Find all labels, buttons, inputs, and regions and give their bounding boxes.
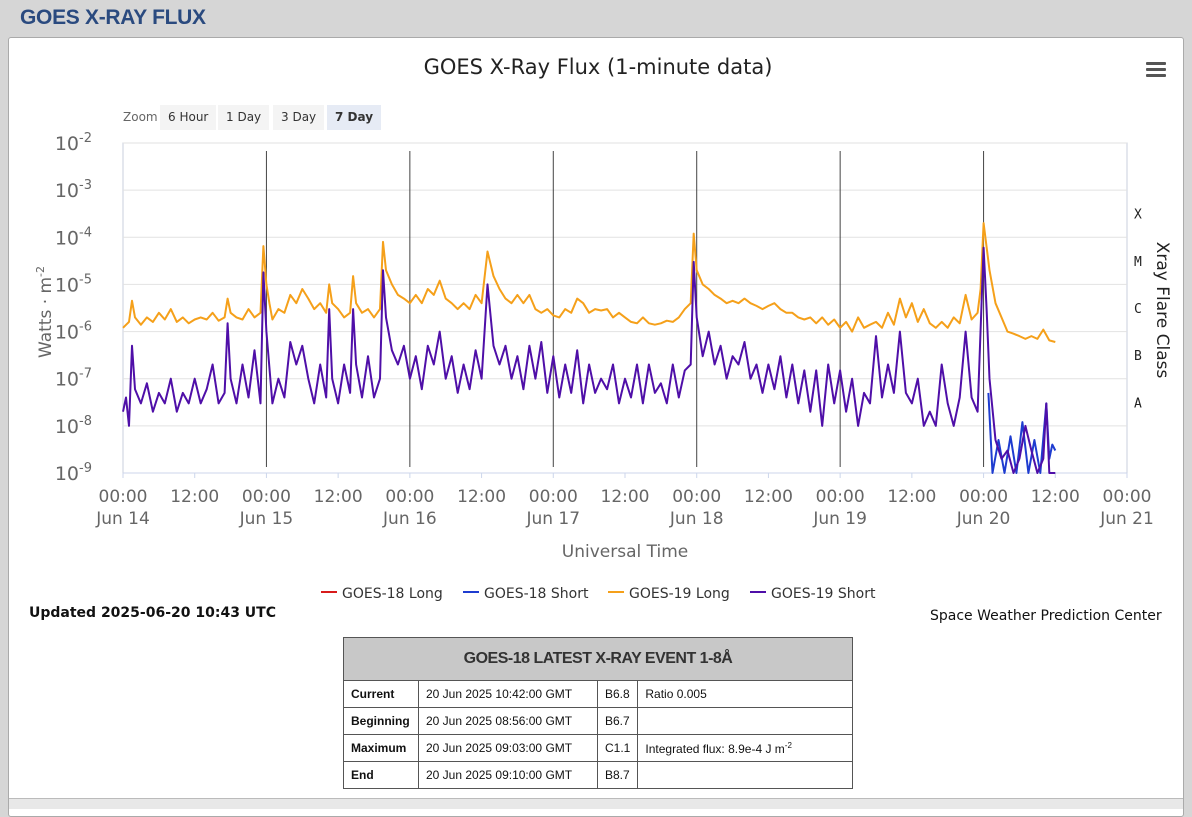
flare-class-label: B xyxy=(1134,349,1142,364)
legend-label: GOES-18 Short xyxy=(484,586,589,602)
x-tick-label-date: Jun 18 xyxy=(669,509,724,529)
legend-goes19-long[interactable]: GOES-19 Long xyxy=(608,586,730,602)
y-tick-label: 10-4 xyxy=(55,225,92,249)
x-tick-label-time: 12:00 xyxy=(744,487,793,507)
x-tick-label-date: Jun 20 xyxy=(956,509,1011,529)
x-tick-label-time: 12:00 xyxy=(314,487,363,507)
chart-legend: GOES-18 Long GOES-18 Short GOES-19 Long … xyxy=(0,586,1192,606)
table-row: Maximum 20 Jun 2025 09:03:00 GMT C1.1 In… xyxy=(343,734,853,762)
x-tick-label-time: 00:00 xyxy=(816,487,865,507)
row-class: B8.7 xyxy=(596,761,639,789)
y-tick-label: 10-8 xyxy=(55,414,92,438)
row-class: B6.8 xyxy=(596,680,639,708)
zoom-6-hour-button[interactable]: 6 Hour xyxy=(160,105,217,130)
row-label: Beginning xyxy=(343,707,419,735)
row-label: Current xyxy=(343,680,419,708)
row-label: Maximum xyxy=(343,734,419,762)
bottom-strip xyxy=(9,798,1183,809)
x-tick-label-time: 00:00 xyxy=(529,487,578,507)
row-extra: Integrated flux: 8.9e-4 J m-2 xyxy=(637,734,853,762)
zoom-7-day-button[interactable]: 7 Day xyxy=(327,105,382,130)
legend-goes18-short[interactable]: GOES-18 Short xyxy=(463,586,589,602)
row-label: End xyxy=(343,761,419,789)
flare-class-label: M xyxy=(1134,255,1142,270)
x-tick-label-time: 00:00 xyxy=(385,487,434,507)
y-tick-label: 10-9 xyxy=(55,461,92,485)
x-tick-label-time: 12:00 xyxy=(1031,487,1080,507)
legend-swatch-goes18-short xyxy=(463,591,479,593)
legend-swatch-goes18-long xyxy=(321,591,337,593)
legend-swatch-goes19-short xyxy=(750,591,766,593)
series-line xyxy=(122,246,1056,474)
flare-class-label: C xyxy=(1134,302,1142,317)
row-extra-superscript: -2 xyxy=(784,740,792,750)
x-tick-label-time: 12:00 xyxy=(170,487,219,507)
page-header: GOES X-RAY FLUX xyxy=(0,0,1192,36)
legend-swatch-goes19-long xyxy=(608,591,624,593)
row-extra-text: Ratio 0.005 xyxy=(645,687,707,701)
row-class: C1.1 xyxy=(596,734,639,762)
row-extra-text: Integrated flux: 8.9e-4 J m xyxy=(645,741,785,756)
updated-timestamp: Updated 2025-06-20 10:43 UTC xyxy=(29,605,276,621)
x-tick-label-time: 00:00 xyxy=(99,487,148,507)
x-tick-label-time: 12:00 xyxy=(457,487,506,507)
table-row: Current 20 Jun 2025 10:42:00 GMT B6.8 Ra… xyxy=(343,680,853,708)
x-tick-label-time: 00:00 xyxy=(1103,487,1152,507)
x-tick-label-date: Jun 17 xyxy=(525,509,580,529)
x-tick-label-time: 00:00 xyxy=(242,487,291,507)
row-time: 20 Jun 2025 09:10:00 GMT xyxy=(418,761,598,789)
x-tick-label-date: Jun 16 xyxy=(382,509,437,529)
row-extra xyxy=(637,761,853,789)
row-time: 20 Jun 2025 09:03:00 GMT xyxy=(418,734,598,762)
y-tick-label: 10-6 xyxy=(55,320,92,344)
chart-title: GOES X-Ray Flux (1-minute data) xyxy=(423,55,773,79)
y-tick-label: 10-5 xyxy=(55,272,92,296)
zoom-1-day-button[interactable]: 1 Day xyxy=(218,105,270,130)
flare-class-label: A xyxy=(1134,396,1142,411)
y-tick-label: 10-7 xyxy=(55,367,92,391)
plot-area xyxy=(122,142,1128,474)
xray-flux-chart: 10-210-310-410-510-610-710-810-900:00Jun… xyxy=(34,131,1172,562)
row-extra: Ratio 0.005 xyxy=(637,680,853,708)
x-tick-label-date: Jun 19 xyxy=(812,509,867,529)
legend-goes19-short[interactable]: GOES-19 Short xyxy=(750,586,876,602)
x-tick-label-date: Jun 15 xyxy=(239,509,294,529)
x-tick-label-time: 00:00 xyxy=(672,487,721,507)
legend-label: GOES-19 Short xyxy=(771,586,876,602)
y2-axis-title: Xray Flare Class xyxy=(1152,242,1172,379)
row-class: B6.7 xyxy=(596,707,639,735)
row-extra xyxy=(637,707,853,735)
legend-label: GOES-19 Long xyxy=(629,586,730,602)
x-tick-label-time: 00:00 xyxy=(959,487,1008,507)
x-tick-label-date: Jun 21 xyxy=(1099,509,1154,529)
x-tick-label-date: Jun 14 xyxy=(95,509,150,529)
flare-class-label: X xyxy=(1134,208,1142,223)
table-row: Beginning 20 Jun 2025 08:56:00 GMT B6.7 xyxy=(343,707,853,735)
event-table-title: GOES-18 LATEST X-RAY EVENT 1-8Å xyxy=(343,637,853,681)
latest-event-table: GOES-18 LATEST X-RAY EVENT 1-8Å Current … xyxy=(343,637,853,789)
y-axis-title: Watts · m-2 xyxy=(34,266,56,358)
y-tick-label: 10-2 xyxy=(55,131,92,155)
table-row: End 20 Jun 2025 09:10:00 GMT B8.7 xyxy=(343,761,853,789)
series-line xyxy=(122,222,1056,343)
x-tick-label-time: 12:00 xyxy=(601,487,650,507)
y-tick-label: 10-3 xyxy=(55,178,92,202)
legend-label: GOES-18 Long xyxy=(342,586,443,602)
row-time: 20 Jun 2025 08:56:00 GMT xyxy=(418,707,598,735)
x-tick-label-time: 12:00 xyxy=(887,487,936,507)
x-axis-title: Universal Time xyxy=(562,542,688,562)
legend-goes18-long[interactable]: GOES-18 Long xyxy=(321,586,443,602)
page-title: GOES X-RAY FLUX xyxy=(20,6,206,29)
hamburger-menu-icon[interactable] xyxy=(1146,62,1166,78)
zoom-3-day-button[interactable]: 3 Day xyxy=(273,105,325,130)
zoom-label: Zoom xyxy=(123,110,158,124)
row-time: 20 Jun 2025 10:42:00 GMT xyxy=(418,680,598,708)
credit-text: Space Weather Prediction Center xyxy=(930,608,1162,624)
